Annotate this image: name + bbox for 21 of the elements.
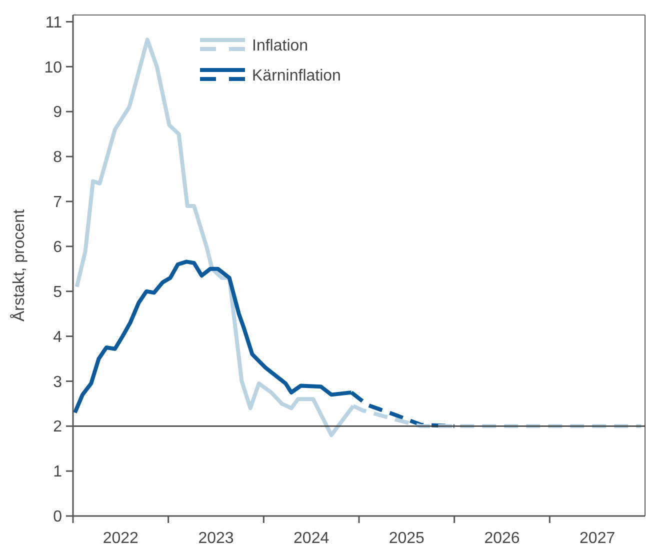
y-tick-label: 5 (53, 284, 62, 301)
x-tick-label: 2026 (484, 530, 520, 546)
x-tick-label: 2027 (580, 530, 616, 546)
y-tick-label: 4 (53, 328, 62, 346)
x-tick-label: 2022 (102, 530, 139, 546)
legend-label: Inflation (252, 38, 308, 55)
y-tick-label: 1 (53, 464, 62, 481)
x-tick-label: 2024 (294, 530, 330, 546)
y-tick-label: 11 (45, 14, 62, 32)
y-tick-label: 2 (53, 418, 62, 436)
y-tick-label: 8 (53, 149, 62, 166)
y-tick-label: 10 (44, 59, 62, 76)
x-tick-label: 2025 (388, 530, 425, 546)
x-tick-label: 2023 (198, 530, 234, 546)
y-axis-title: Årstakt, procent (10, 208, 28, 322)
legend-label: Kärninflation (252, 68, 341, 85)
y-tick-label: 7 (53, 194, 62, 212)
y-tick-label: 9 (53, 104, 62, 122)
y-tick-label: 6 (53, 239, 62, 256)
y-tick-label: 3 (53, 374, 62, 391)
y-tick-label: 0 (53, 508, 62, 526)
